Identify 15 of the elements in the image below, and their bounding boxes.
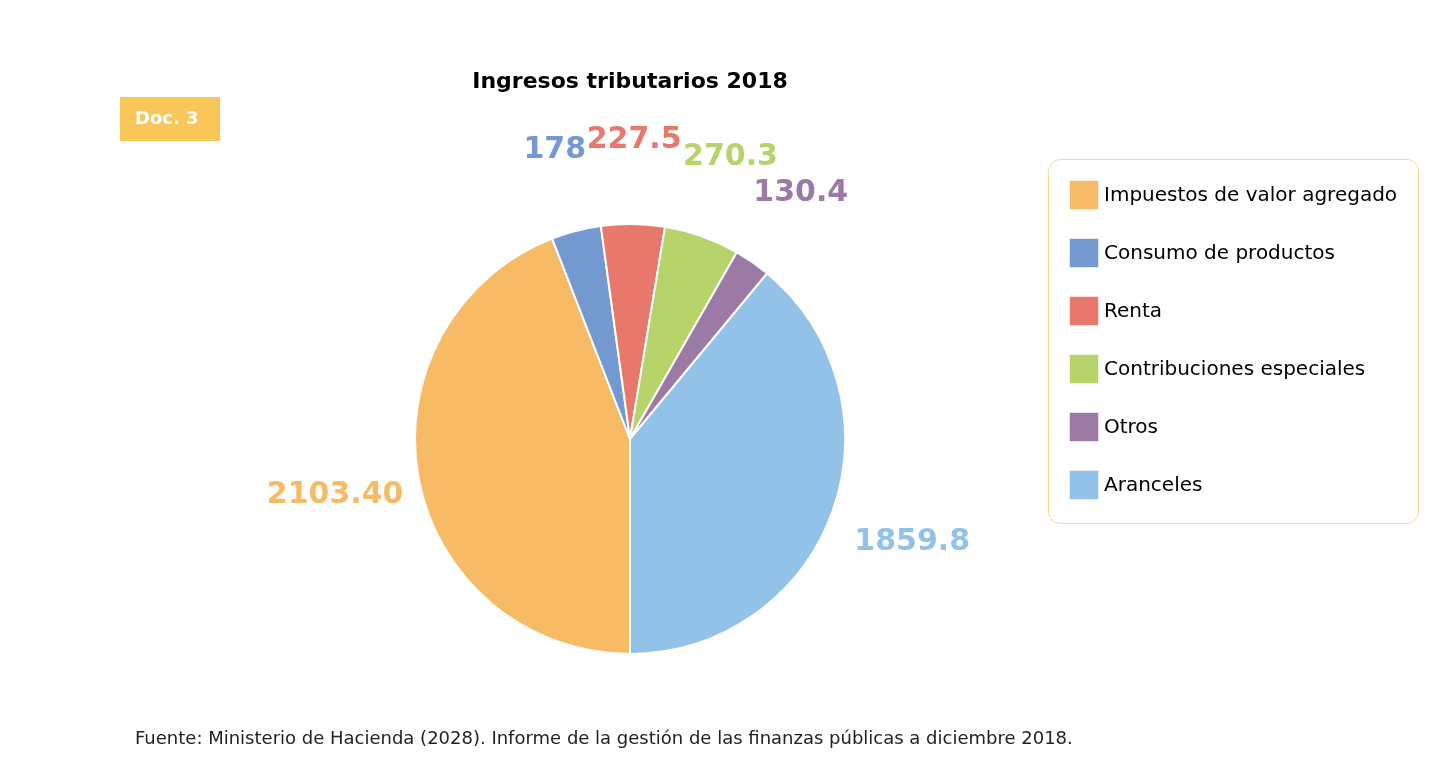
- data-label: 130.4: [753, 173, 849, 209]
- legend-label: Consumo de productos: [1104, 240, 1335, 264]
- source-note: Fuente: Ministerio de Hacienda (2028). Informe de la gestión de las finanzas públicas a diciembre 2018.: [135, 727, 1073, 748]
- legend-label: Contribuciones especiales: [1104, 356, 1366, 380]
- data-label: 2103.40: [266, 475, 404, 511]
- legend-label: Aranceles: [1104, 472, 1203, 496]
- data-label: 227.5: [586, 120, 682, 156]
- chart-title: Ingresos tributarios 2018: [472, 68, 788, 93]
- text: Doc. 3: [135, 107, 199, 128]
- data-label: 270.3: [683, 137, 778, 173]
- legend-label: Otros: [1104, 414, 1159, 438]
- data-label: 1859.8: [854, 521, 971, 557]
- data-label: 178: [523, 129, 587, 165]
- legend-label: Renta: [1104, 298, 1163, 322]
- legend-label: Impuestos de valor agregado: [1104, 182, 1398, 206]
